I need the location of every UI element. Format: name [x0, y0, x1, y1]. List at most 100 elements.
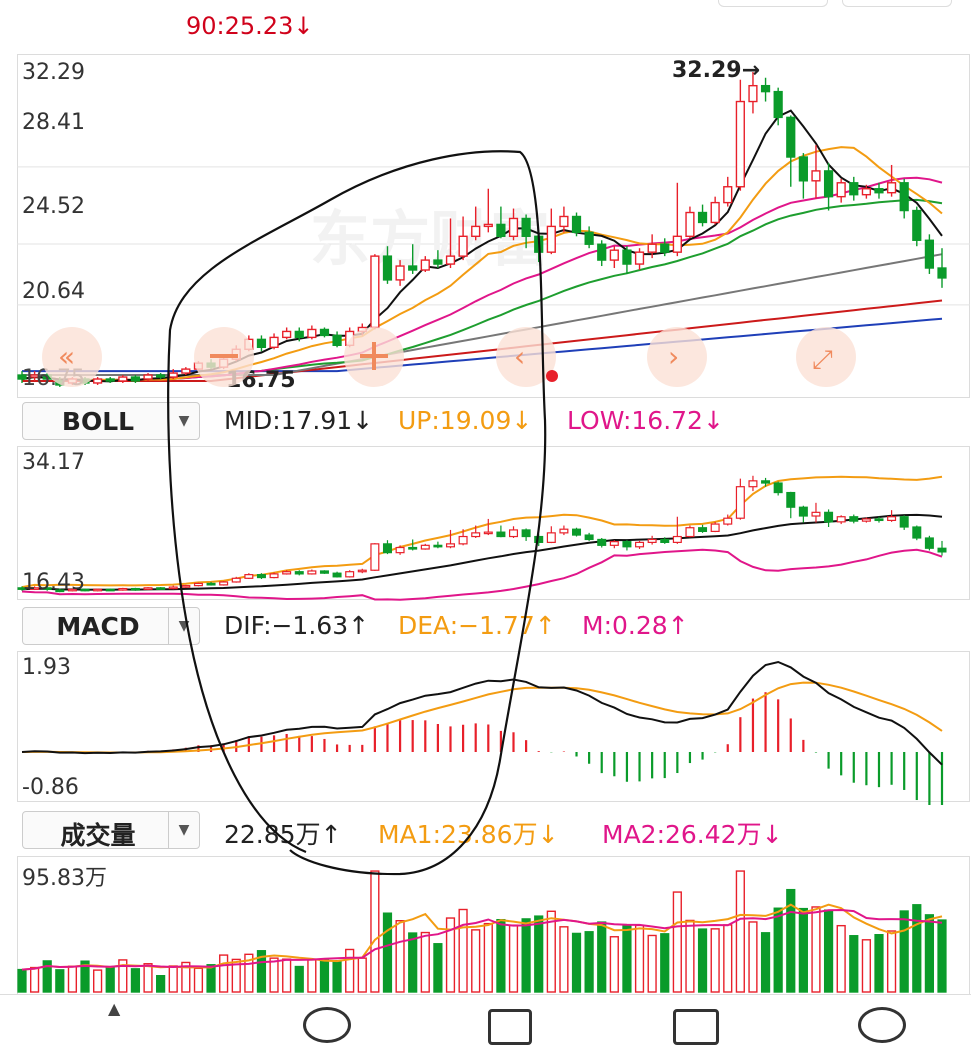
volume-bar	[584, 931, 594, 993]
volume-bar	[710, 928, 720, 993]
up-arrow-icon[interactable]: ▲	[108, 999, 121, 1018]
volume-header: 成交量 ▼ 22.85万↑ MA1:23.86万↓ MA2:26.42万↓	[0, 811, 971, 851]
boll-candle-body	[660, 538, 670, 543]
boll-candle-body	[572, 528, 582, 536]
scroll-left-fast-button[interactable]: «	[42, 327, 102, 387]
boll-lower-band	[21, 548, 943, 601]
boll-mid: MID:17.91↓	[224, 406, 374, 435]
volume-bar	[156, 975, 166, 993]
boll-candle-body	[319, 570, 329, 574]
volume-bar	[42, 960, 52, 993]
boll-up: UP:19.09↓	[398, 406, 533, 435]
boll-indicator-select[interactable]: BOLL ▼	[22, 402, 200, 440]
volume-bar	[382, 912, 393, 993]
volume-bar	[55, 969, 65, 993]
edit-icon[interactable]	[488, 1009, 532, 1045]
more-icon[interactable]	[858, 1007, 906, 1043]
boll-candle-body	[471, 532, 481, 538]
boll-candle-body	[395, 546, 405, 554]
boll-upper-band	[21, 475, 943, 589]
fullscreen-button[interactable]: ⤢	[796, 327, 856, 387]
volume-bar	[408, 932, 418, 993]
boll-indicator-name: BOLL	[61, 407, 135, 436]
boll-candle-body	[899, 516, 909, 528]
macd-axis-tick-0: 1.93	[22, 655, 71, 680]
boll-candle-body	[206, 582, 216, 586]
volume-indicator-select[interactable]: 成交量 ▼	[22, 811, 200, 850]
boll-candle-body	[546, 532, 556, 543]
volume-ma2-line	[21, 908, 943, 971]
boll-candle-body	[445, 543, 456, 548]
boll-candle-body	[647, 538, 657, 543]
candle-body	[697, 211, 708, 224]
volume-value: 22.85万↑	[224, 820, 342, 849]
boll-candle-body	[30, 587, 40, 590]
candle-body	[836, 182, 846, 198]
volume-bar	[748, 921, 758, 993]
candle-body	[521, 217, 531, 238]
candle-body	[874, 188, 884, 194]
candle-body	[29, 374, 40, 378]
boll-candle-body	[710, 523, 720, 532]
price-chart[interactable]: 东方财富	[0, 0, 971, 400]
boll-candle-body	[723, 517, 733, 525]
volume-bar	[143, 963, 153, 993]
boll-header: BOLL ▼ MID:17.91↓ UP:19.09↓ LOW:16.72↓	[0, 402, 971, 442]
price-panel[interactable]	[17, 54, 970, 398]
zoom-out-button[interactable]	[194, 327, 254, 387]
candle-body	[458, 235, 468, 257]
scroll-left-button[interactable]: ‹	[496, 327, 556, 387]
candle-body	[546, 225, 556, 253]
boll-chart[interactable]	[0, 0, 971, 602]
clock-icon[interactable]	[303, 1007, 351, 1043]
boll-candle-body	[509, 529, 519, 538]
price-axis-tick-1: 28.41	[22, 110, 85, 135]
boll-candle-body	[307, 570, 317, 575]
macd-indicator-select[interactable]: MACD ▼	[22, 607, 200, 645]
boll-candle-body	[735, 486, 745, 519]
boll-candle-body	[685, 527, 695, 538]
hand-drawn-annotation	[167, 150, 547, 876]
svg-text:⤢: ⤢	[812, 345, 833, 375]
candle-body	[622, 249, 632, 265]
macd-m: M:0.28↑	[582, 611, 689, 640]
boll-candle-body	[294, 571, 304, 575]
boll-candle-body	[345, 571, 355, 578]
candle-body	[811, 170, 821, 182]
boll-panel[interactable]	[17, 446, 970, 600]
volume-bar	[80, 960, 90, 993]
candle-body	[899, 182, 909, 212]
scroll-right-button[interactable]: ›	[647, 327, 707, 387]
chevron-down-icon[interactable]: ▼	[168, 608, 199, 644]
volume-bar	[370, 870, 380, 993]
volume-bar	[294, 965, 304, 993]
boll-candle-body	[193, 582, 203, 587]
nav-overlay: « ‹ › ⤢	[42, 327, 856, 387]
chevron-down-icon[interactable]: ▼	[168, 812, 199, 848]
candle-body	[332, 334, 342, 347]
volume-bar	[798, 907, 808, 993]
volume-bar	[697, 928, 708, 993]
volume-bar	[760, 932, 771, 993]
boll-candle-body	[332, 572, 342, 578]
macd-dea: DEA:−1.77↑	[398, 611, 556, 640]
volume-chart[interactable]	[0, 0, 971, 996]
volume-bar	[219, 954, 229, 993]
candle-body	[634, 251, 645, 265]
macd-dif-line	[21, 660, 943, 766]
boll-candle-body	[408, 546, 418, 550]
volume-bar	[445, 917, 456, 993]
zoom-in-button[interactable]	[344, 327, 404, 387]
bookmark-icon[interactable]	[673, 1009, 719, 1045]
candle-body	[672, 235, 682, 253]
macd-panel[interactable]	[17, 651, 970, 802]
volume-bar	[193, 967, 204, 993]
candle-body	[156, 374, 166, 378]
boll-candle-body	[635, 541, 645, 548]
boll-candle-body	[93, 588, 103, 592]
price-axis-tick-3: 20.64	[22, 279, 85, 304]
macd-chart[interactable]	[0, 0, 971, 805]
volume-bar	[647, 934, 657, 993]
boll-candle-body	[849, 516, 859, 522]
price-axis-tick-0: 32.29	[22, 60, 85, 85]
